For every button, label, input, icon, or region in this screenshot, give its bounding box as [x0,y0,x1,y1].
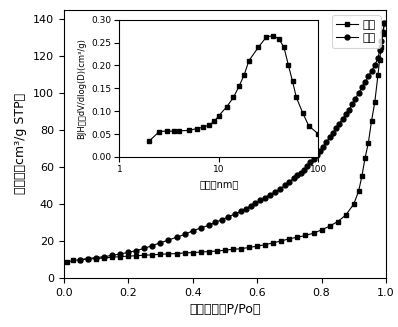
吸附 [311,231,316,235]
吸附 [343,213,348,217]
吸附 [222,248,227,252]
吸附 [134,254,139,258]
吸附 [319,228,324,232]
吸附 [94,257,98,261]
吸附 [247,246,252,250]
吸附 [377,58,382,62]
脱附 [86,257,90,261]
Line: 脱附: 脱附 [77,20,387,262]
吸附 [295,235,300,239]
吸附 [206,250,211,253]
脱附 [327,135,332,139]
吸附 [142,253,147,257]
吸附 [380,32,385,36]
Line: 吸附: 吸附 [64,20,387,265]
X-axis label: 孔径（nm）: 孔径（nm） [199,179,238,189]
Y-axis label: 吸附量（cm³/g STP）: 吸附量（cm³/g STP） [14,93,27,195]
吸附 [359,174,364,178]
吸附 [335,220,340,224]
吸附 [126,254,131,258]
X-axis label: 相对压力（P/Po）: 相对压力（P/Po） [189,303,261,316]
吸附 [77,258,82,262]
脱附 [382,21,387,25]
脱附 [77,258,82,262]
吸附 [263,243,267,247]
吸附 [255,244,259,248]
吸附 [64,260,69,264]
Legend: 吸附, 脱附: 吸附, 脱附 [332,15,380,48]
吸附 [373,100,377,104]
吸附 [239,247,244,251]
吸附 [101,256,106,260]
吸附 [369,119,374,123]
脱附 [287,180,292,184]
脱附 [226,215,230,219]
吸附 [190,251,195,255]
吸附 [198,250,203,254]
吸附 [351,202,356,206]
脱附 [295,173,300,177]
Y-axis label: BJH脉附dV/dlog(D)(cm³/g): BJH脉附dV/dlog(D)(cm³/g) [77,38,86,139]
脱附 [334,126,338,130]
吸附 [174,251,179,255]
吸附 [271,241,275,245]
吸附 [110,255,115,259]
吸附 [366,141,371,145]
吸附 [376,73,380,77]
吸附 [363,156,367,160]
吸附 [230,247,235,251]
吸附 [379,45,384,49]
吸附 [287,237,292,241]
吸附 [118,255,123,259]
吸附 [86,257,90,261]
吸附 [279,239,284,243]
吸附 [356,189,361,193]
吸附 [71,258,76,262]
吸附 [215,249,219,253]
吸附 [303,233,308,237]
吸附 [327,224,332,228]
吸附 [150,253,155,257]
吸附 [158,252,163,256]
吸附 [182,251,187,255]
吸附 [382,21,387,25]
吸附 [166,252,171,256]
